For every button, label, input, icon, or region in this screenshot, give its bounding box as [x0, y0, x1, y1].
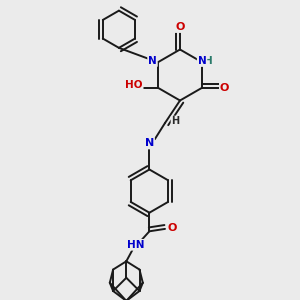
Text: HN: HN	[127, 240, 144, 250]
Text: O: O	[220, 83, 229, 93]
Text: O: O	[167, 223, 177, 233]
Text: O: O	[175, 22, 185, 32]
Text: N: N	[148, 56, 157, 66]
Text: N: N	[198, 56, 206, 66]
Text: H: H	[204, 56, 213, 66]
Text: N: N	[145, 138, 154, 148]
Text: HO: HO	[125, 80, 143, 90]
Text: H: H	[171, 116, 180, 127]
